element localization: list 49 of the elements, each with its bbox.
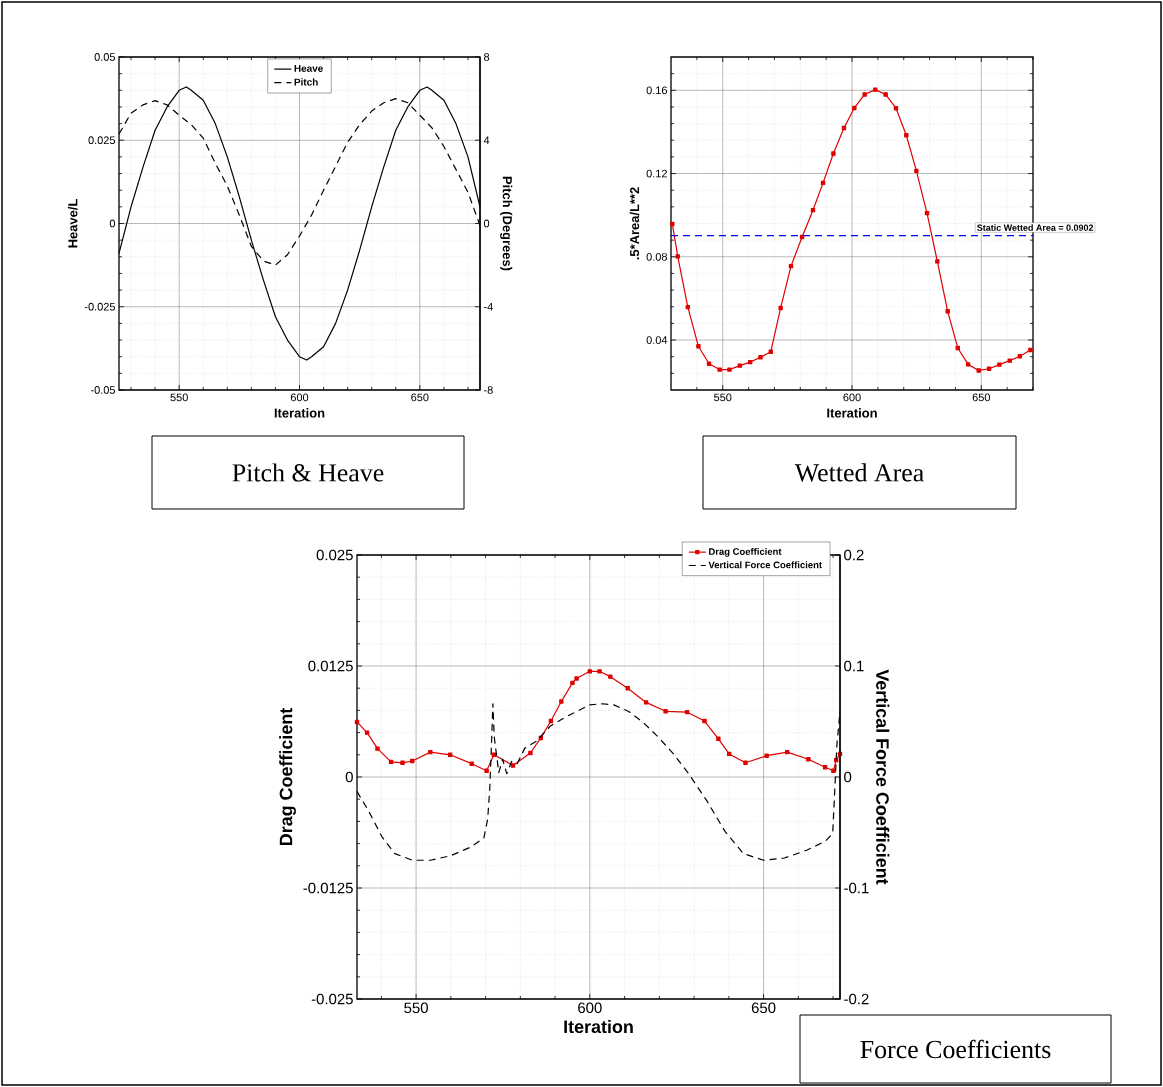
y-axis-title: Drag Coefficient [279, 707, 296, 846]
x-tick-label: 600 [290, 393, 309, 402]
y-tick-label: 0 [109, 219, 116, 228]
legend-label: Heave [294, 64, 323, 72]
y2-tick-label: -0.1 [844, 882, 869, 894]
y-tick-label: 0.025 [316, 549, 353, 561]
legend-label: Vertical Force Coefficient [708, 561, 822, 569]
y-tick-label: -0.025 [84, 302, 116, 311]
y2-tick-label: -4 [484, 302, 493, 311]
y2-tick-label: 4 [483, 136, 490, 145]
y-axis-title: .5*Area/L**2 [629, 187, 640, 260]
y2-tick-label: 0 [483, 219, 490, 228]
x-tick-label: 550 [404, 1002, 428, 1014]
y-tick-label: 0.08 [646, 252, 667, 261]
text: Pitch & Heave [232, 463, 384, 482]
x-tick-label: 600 [578, 1002, 602, 1014]
y2-tick-label: 0 [844, 771, 852, 783]
x-axis-title: Iteration [827, 408, 877, 418]
y2-tick-label: 8 [483, 53, 490, 61]
ref-line-label: Static Wetted Area = 0.0902 [977, 224, 1094, 231]
y2-axis-title: Vertical Force Coefficient [876, 669, 890, 885]
x-tick-label: 550 [714, 393, 732, 402]
y-tick-label: 0.04 [646, 336, 668, 344]
y-tick-label: -0.0125 [303, 882, 353, 894]
y2-tick-label: 0.1 [844, 660, 864, 672]
y-tick-label: -0.025 [311, 993, 353, 1005]
y2-tick-label: -0.2 [844, 993, 869, 1005]
y-tick-label: 0.0125 [308, 660, 353, 672]
y-axis-title: Heave/L [67, 199, 78, 248]
y2-tick-label: -8 [484, 386, 493, 394]
y2-tick-label: 0.2 [844, 549, 864, 561]
x-axis-title: Iteration [564, 1019, 633, 1034]
y-tick-label: 0.05 [94, 53, 116, 61]
legend-label: Drag Coefficient [709, 547, 782, 557]
x-axis-title: Iteration [274, 408, 325, 418]
text: Wetted Area [794, 463, 924, 482]
y-tick-label: -0.05 [90, 386, 116, 394]
x-tick-label: 650 [751, 1002, 776, 1014]
text: Force Coefficients [860, 1039, 1051, 1059]
y-tick-label: 0.12 [646, 169, 667, 178]
y-tick-label: 0.025 [88, 136, 116, 145]
y-tick-label: 0.16 [646, 86, 667, 95]
x-tick-label: 650 [411, 393, 429, 402]
y2-axis-title: Pitch (Degrees) [500, 176, 513, 271]
y-tick-label: 0 [345, 771, 353, 783]
x-tick-label: 600 [843, 393, 861, 402]
legend-label: Pitch [294, 78, 318, 86]
x-tick-label: 550 [170, 393, 188, 402]
x-tick-label: 650 [972, 393, 990, 402]
